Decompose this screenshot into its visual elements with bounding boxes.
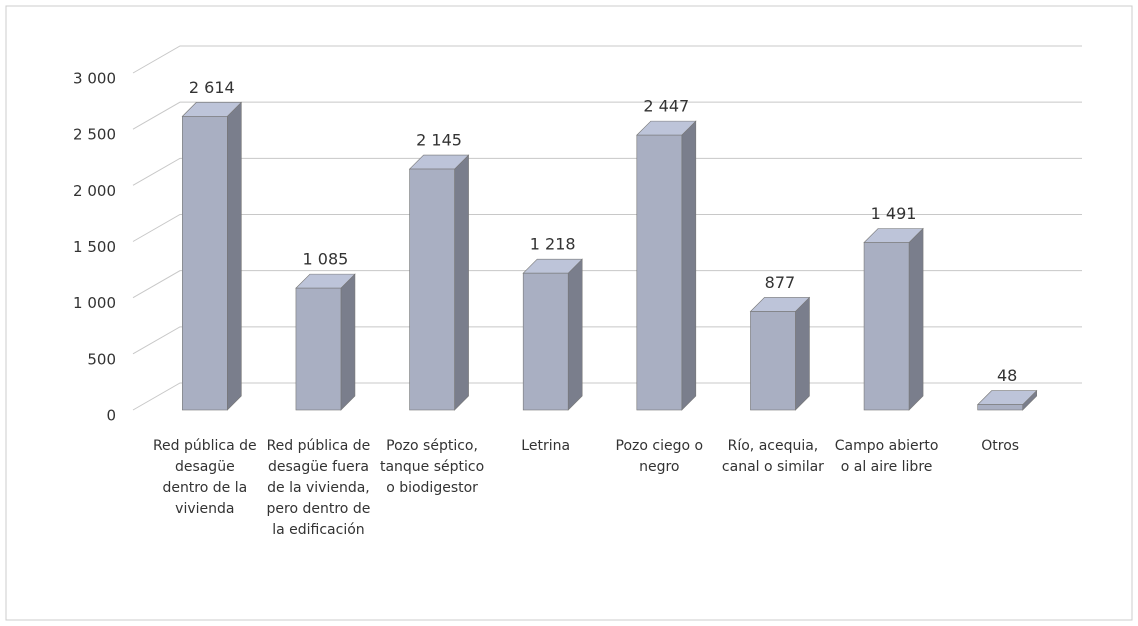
bar xyxy=(409,168,455,411)
grid-line xyxy=(132,101,1082,130)
x-tick-label: Campo abierto o al aire libre xyxy=(834,438,939,475)
grid-line xyxy=(132,45,1082,74)
x-tick-label: Río, acequia, canal o similar xyxy=(721,438,824,475)
value-label: 48 xyxy=(997,366,1017,385)
x-tick-label: Red pública de desagüe dentro de la vivi… xyxy=(152,438,257,517)
bar-side xyxy=(681,120,697,411)
bar xyxy=(750,311,796,411)
x-tick-label: Pozo séptico, tanque séptico o biodigest… xyxy=(379,438,485,496)
grid-line xyxy=(132,326,1082,355)
value-label: 2 145 xyxy=(416,131,462,150)
x-tick-label: Pozo ciego o negro xyxy=(615,438,704,475)
bar xyxy=(182,116,228,411)
chart-border xyxy=(5,5,1133,621)
bar xyxy=(295,287,342,411)
bar xyxy=(977,404,1023,411)
x-tick-label: Letrina xyxy=(521,438,571,454)
x-tick-label: Otros xyxy=(981,438,1020,454)
y-tick-label: 1 000 xyxy=(73,294,116,312)
bar xyxy=(863,242,910,411)
grid-line xyxy=(132,270,1082,299)
bar-side xyxy=(454,154,469,411)
grid-line xyxy=(132,382,1082,411)
y-tick-label: 3 000 xyxy=(73,70,116,88)
grid-line xyxy=(132,214,1082,242)
value-label: 1 085 xyxy=(303,250,349,269)
y-tick-label: 0 xyxy=(106,407,116,425)
bar xyxy=(636,134,683,411)
y-tick-label: 2 500 xyxy=(73,126,116,144)
bar xyxy=(522,272,569,411)
value-label: 2 614 xyxy=(189,78,235,97)
y-tick-label: 1 500 xyxy=(73,238,116,256)
bar-side xyxy=(795,296,810,411)
x-tick-label: Red pública de desagüe fuera de la vivie… xyxy=(266,438,371,538)
y-tick-label: 2 000 xyxy=(73,182,116,200)
value-label: 2 447 xyxy=(643,97,689,116)
value-label: 877 xyxy=(765,273,796,292)
bar-side xyxy=(567,258,583,411)
bar-side xyxy=(227,101,242,411)
bar-side xyxy=(908,227,924,411)
grid-line xyxy=(132,157,1082,186)
bar-side xyxy=(340,273,356,411)
y-tick-label: 500 xyxy=(87,350,116,368)
value-label: 1 491 xyxy=(871,204,917,223)
value-label: 1 218 xyxy=(530,235,576,254)
